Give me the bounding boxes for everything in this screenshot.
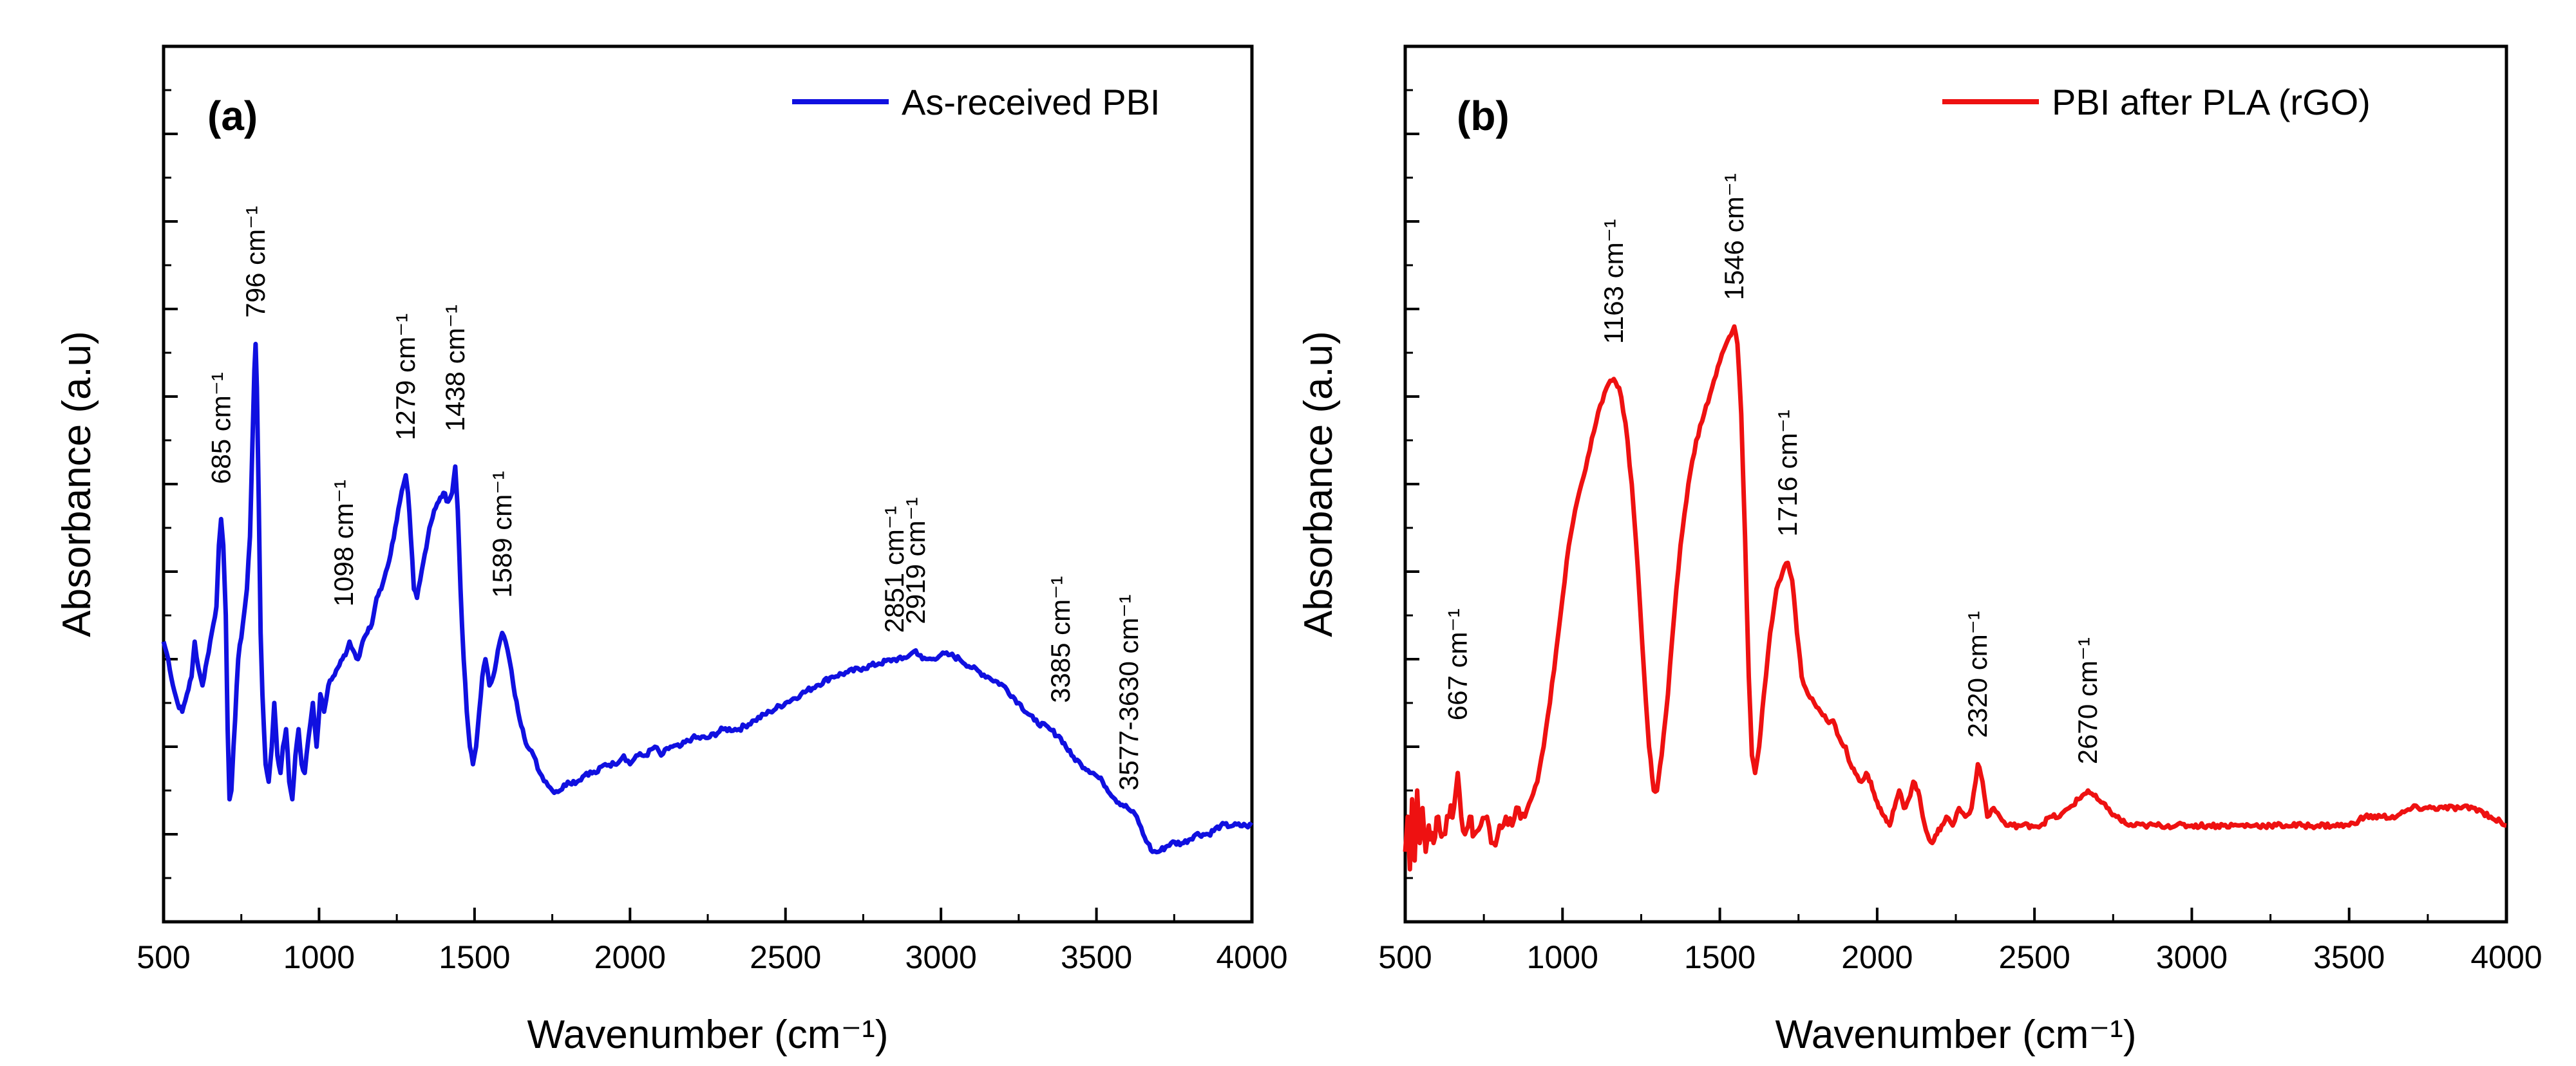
x-tick-label-b-7: 4000 [2470, 939, 2542, 975]
x-tick-label-a-1: 1000 [283, 939, 355, 975]
panel-b: 500 1000 1500 2000 2500 3000 3500 4000 667 cm⁻¹… [1296, 44, 2543, 1057]
series-line-pbi-after-pla-rgo [1403, 324, 2507, 872]
x-tick-label-b-2: 1500 [1684, 939, 1756, 975]
peak-label-b-1: 1163 cm⁻¹ [1598, 219, 1629, 344]
panel-a: 500 1000 1500 2000 2500 3000 3500 4000 685 cm⁻¹… [55, 44, 1288, 1057]
y-axis-label-b: Absorbance (a.u) [1296, 331, 1341, 637]
peak-label-a-7: 2919 cm⁻¹ [900, 497, 931, 624]
peak-label-a-9: 3577-3630 cm⁻¹ [1113, 594, 1144, 790]
peak-label-b-5: 2670 cm⁻¹ [2072, 637, 2103, 764]
peak-annotations-b: 667 cm⁻¹ 1163 cm⁻¹ 1546 cm⁻¹ 1716 cm⁻¹ 2320 … [1443, 173, 2103, 764]
panel-label-a: (a) [207, 93, 258, 139]
x-ticks-a: 500 1000 1500 2000 2500 3000 3500 4000 [137, 908, 1288, 975]
x-tick-label-b-5: 3000 [2156, 939, 2228, 975]
x-tick-label-a-3: 2000 [594, 939, 666, 975]
legend-label-b: PBI after PLA (rGO) [2052, 82, 2371, 122]
peak-label-b-4: 2320 cm⁻¹ [1962, 611, 1993, 738]
y-ticks-a [164, 45, 178, 923]
x-tick-label-a-4: 2500 [750, 939, 821, 975]
x-tick-label-b-1: 1000 [1527, 939, 1598, 975]
x-axis-label-b: Wavenumber (cm⁻¹) [1776, 1013, 2137, 1057]
peak-label-a-2: 1098 cm⁻¹ [328, 480, 359, 606]
x-tick-label-b-0: 500 [1378, 939, 1432, 975]
peak-label-a-8: 3385 cm⁻¹ [1045, 576, 1075, 703]
x-axis-label-a: Wavenumber (cm⁻¹) [527, 1013, 889, 1057]
panel-label-b: (b) [1457, 93, 1510, 139]
x-tick-label-a-5: 3000 [905, 939, 977, 975]
x-tick-label-b-3: 2000 [1841, 939, 1913, 975]
x-tick-label-a-2: 1500 [439, 939, 510, 975]
series-line-as-received-pbi [161, 341, 1254, 855]
peak-label-a-0: 685 cm⁻¹ [205, 372, 236, 484]
peak-label-a-4: 1438 cm⁻¹ [440, 304, 470, 431]
peak-label-a-3: 1279 cm⁻¹ [390, 313, 421, 440]
x-tick-label-a-7: 4000 [1216, 939, 1287, 975]
peak-annotations-a: 685 cm⁻¹ 796 cm⁻¹ 1098 cm⁻¹ 1279 cm⁻¹ 1438 c… [205, 206, 1144, 790]
plot-frame-a [162, 44, 1254, 924]
y-axis-label-a: Absorbance (a.u) [55, 331, 99, 637]
x-tick-label-b-4: 2500 [1999, 939, 2070, 975]
peak-label-b-2: 1546 cm⁻¹ [1719, 173, 1749, 300]
y-ticks-b [1405, 45, 1419, 923]
peak-label-b-3: 1716 cm⁻¹ [1772, 409, 1803, 536]
x-tick-label-b-6: 3500 [2313, 939, 2385, 975]
peak-label-a-6: 2851 cm⁻¹ [879, 506, 909, 633]
x-ticks-b: 500 1000 1500 2000 2500 3000 3500 4000 [1378, 908, 2543, 975]
legend-label-a: As-received PBI [902, 82, 1160, 122]
x-tick-label-a-6: 3500 [1061, 939, 1132, 975]
peak-label-a-5: 1589 cm⁻¹ [487, 471, 517, 598]
peak-label-b-0: 667 cm⁻¹ [1443, 608, 1473, 720]
x-tick-label-a-0: 500 [137, 939, 190, 975]
peak-label-a-1: 796 cm⁻¹ [240, 206, 270, 318]
plot-frame-b [1403, 44, 2508, 924]
